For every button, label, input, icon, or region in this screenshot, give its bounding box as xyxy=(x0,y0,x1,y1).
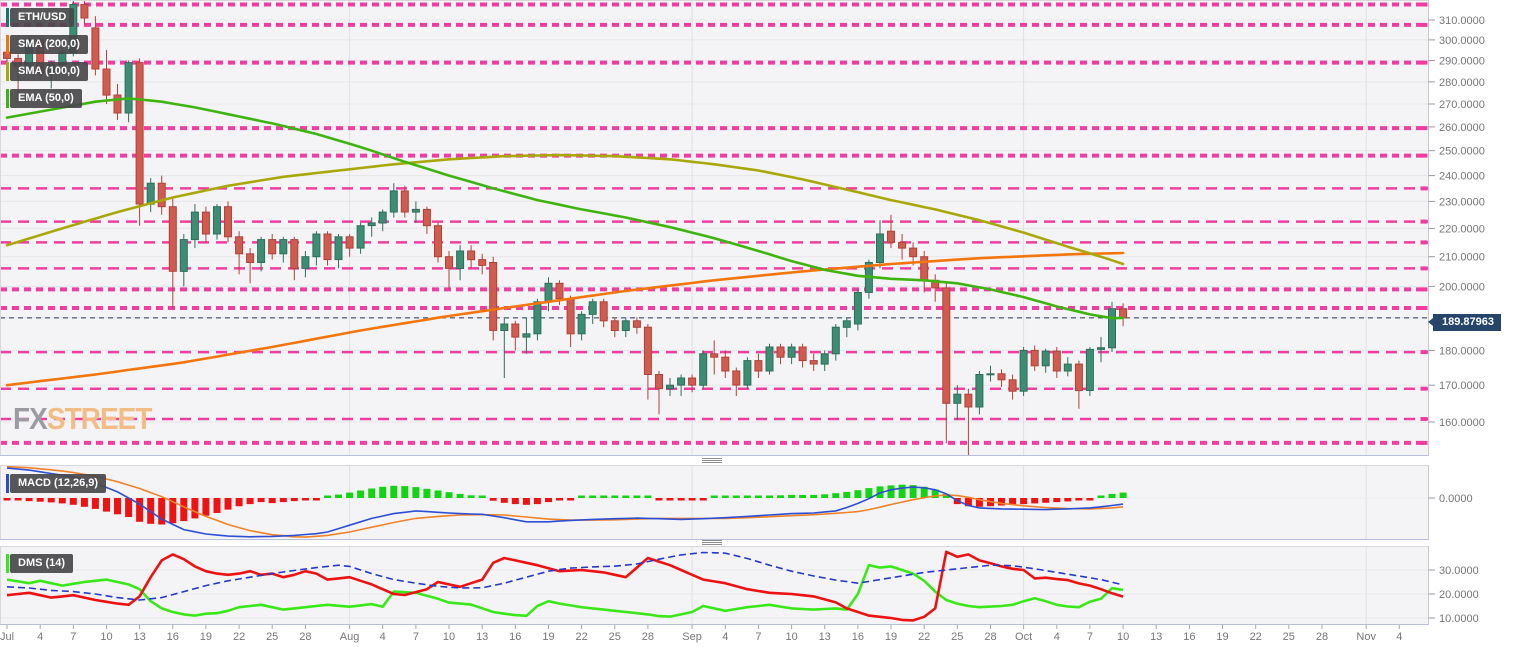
svg-text:270.0000: 270.0000 xyxy=(1439,99,1485,111)
current-price-tag: 189.87963 xyxy=(1428,314,1501,331)
svg-text:0.0000: 0.0000 xyxy=(1439,493,1473,505)
svg-text:4: 4 xyxy=(1396,631,1402,643)
panel-resize-grip-2[interactable] xyxy=(702,540,722,545)
svg-text:28: 28 xyxy=(984,631,996,643)
svg-text:10.0000: 10.0000 xyxy=(1439,613,1479,625)
svg-text:290.0000: 290.0000 xyxy=(1439,56,1485,68)
svg-text:16: 16 xyxy=(852,631,864,643)
svg-text:16: 16 xyxy=(509,631,521,643)
svg-text:7: 7 xyxy=(755,631,761,643)
svg-text:19: 19 xyxy=(885,631,897,643)
svg-text:7: 7 xyxy=(413,631,419,643)
candles-layer xyxy=(3,1,1128,455)
symbol-color-chip xyxy=(6,8,9,27)
svg-text:4: 4 xyxy=(722,631,728,643)
svg-text:22: 22 xyxy=(918,631,930,643)
svg-text:16: 16 xyxy=(1183,631,1195,643)
svg-text:25: 25 xyxy=(1283,631,1295,643)
macd-panel xyxy=(1,466,1428,539)
svg-text:10: 10 xyxy=(100,631,112,643)
svg-text:240.0000: 240.0000 xyxy=(1439,171,1485,183)
svg-text:160.0000: 160.0000 xyxy=(1439,417,1485,429)
svg-text:30.0000: 30.0000 xyxy=(1439,565,1479,577)
svg-text:16: 16 xyxy=(167,631,179,643)
main-panel xyxy=(1,1,1428,455)
svg-text:230.0000: 230.0000 xyxy=(1439,196,1485,208)
svg-text:210.0000: 210.0000 xyxy=(1439,252,1485,264)
svg-text:300.0000: 300.0000 xyxy=(1439,35,1485,47)
fxstreet-watermark: FXSTREET xyxy=(13,401,152,437)
svg-text:Oct: Oct xyxy=(1015,631,1032,643)
x-axis: Jul 4 7 10 13 16 19 22 25 28 Aug 4 7 10 13 16 19 22 25 28 Se… xyxy=(0,625,1402,643)
dms-panel xyxy=(1,547,1428,624)
dms-label[interactable]: DMS (14) xyxy=(10,554,74,573)
svg-text:4: 4 xyxy=(37,631,43,643)
svg-text:10: 10 xyxy=(1117,631,1129,643)
svg-text:10: 10 xyxy=(443,631,455,643)
ema50-color-chip xyxy=(6,89,9,108)
svg-text:25: 25 xyxy=(951,631,963,643)
svg-text:200.0000: 200.0000 xyxy=(1439,281,1485,293)
svg-text:22: 22 xyxy=(233,631,245,643)
svg-text:Nov: Nov xyxy=(1356,631,1376,643)
svg-text:13: 13 xyxy=(133,631,145,643)
svg-text:19: 19 xyxy=(200,631,212,643)
svg-text:260.0000: 260.0000 xyxy=(1439,122,1485,134)
svg-text:Aug: Aug xyxy=(340,631,360,643)
svg-text:28: 28 xyxy=(642,631,654,643)
svg-text:22: 22 xyxy=(575,631,587,643)
watermark-fx: FX xyxy=(13,401,48,436)
sma100-label[interactable]: SMA (100,0) xyxy=(10,62,88,81)
svg-text:25: 25 xyxy=(609,631,621,643)
svg-text:Jul: Jul xyxy=(0,631,14,643)
svg-text:13: 13 xyxy=(1150,631,1162,643)
svg-text:28: 28 xyxy=(1316,631,1328,643)
macd-color-chip xyxy=(6,474,9,493)
svg-text:28: 28 xyxy=(299,631,311,643)
dms-color-chip xyxy=(6,554,9,573)
svg-text:20.0000: 20.0000 xyxy=(1439,589,1479,601)
svg-text:13: 13 xyxy=(476,631,488,643)
svg-text:180.0000: 180.0000 xyxy=(1439,345,1485,357)
sma200-label[interactable]: SMA (200,0) xyxy=(10,35,88,54)
watermark-street: STREET xyxy=(46,401,153,436)
svg-text:19: 19 xyxy=(1216,631,1228,643)
ema50-label[interactable]: EMA (50,0) xyxy=(10,89,82,108)
svg-text:220.0000: 220.0000 xyxy=(1439,223,1485,235)
svg-text:Sep: Sep xyxy=(682,631,702,643)
sma100-color-chip xyxy=(6,62,9,81)
macd-label[interactable]: MACD (12,26,9) xyxy=(10,474,107,493)
sma200-color-chip xyxy=(6,35,9,54)
svg-text:250.0000: 250.0000 xyxy=(1439,146,1485,158)
svg-text:7: 7 xyxy=(70,631,76,643)
svg-text:19: 19 xyxy=(542,631,554,643)
svg-text:13: 13 xyxy=(819,631,831,643)
panel-resize-grip-1[interactable] xyxy=(702,458,722,463)
svg-text:25: 25 xyxy=(266,631,278,643)
symbol-label[interactable]: ETH/USD xyxy=(10,8,75,27)
svg-text:280.0000: 280.0000 xyxy=(1439,77,1485,89)
svg-text:4: 4 xyxy=(380,631,386,643)
svg-text:4: 4 xyxy=(1054,631,1060,643)
svg-text:310.0000: 310.0000 xyxy=(1439,15,1485,27)
svg-text:22: 22 xyxy=(1250,631,1262,643)
svg-text:7: 7 xyxy=(1087,631,1093,643)
svg-text:170.0000: 170.0000 xyxy=(1439,380,1485,392)
svg-text:10: 10 xyxy=(785,631,797,643)
